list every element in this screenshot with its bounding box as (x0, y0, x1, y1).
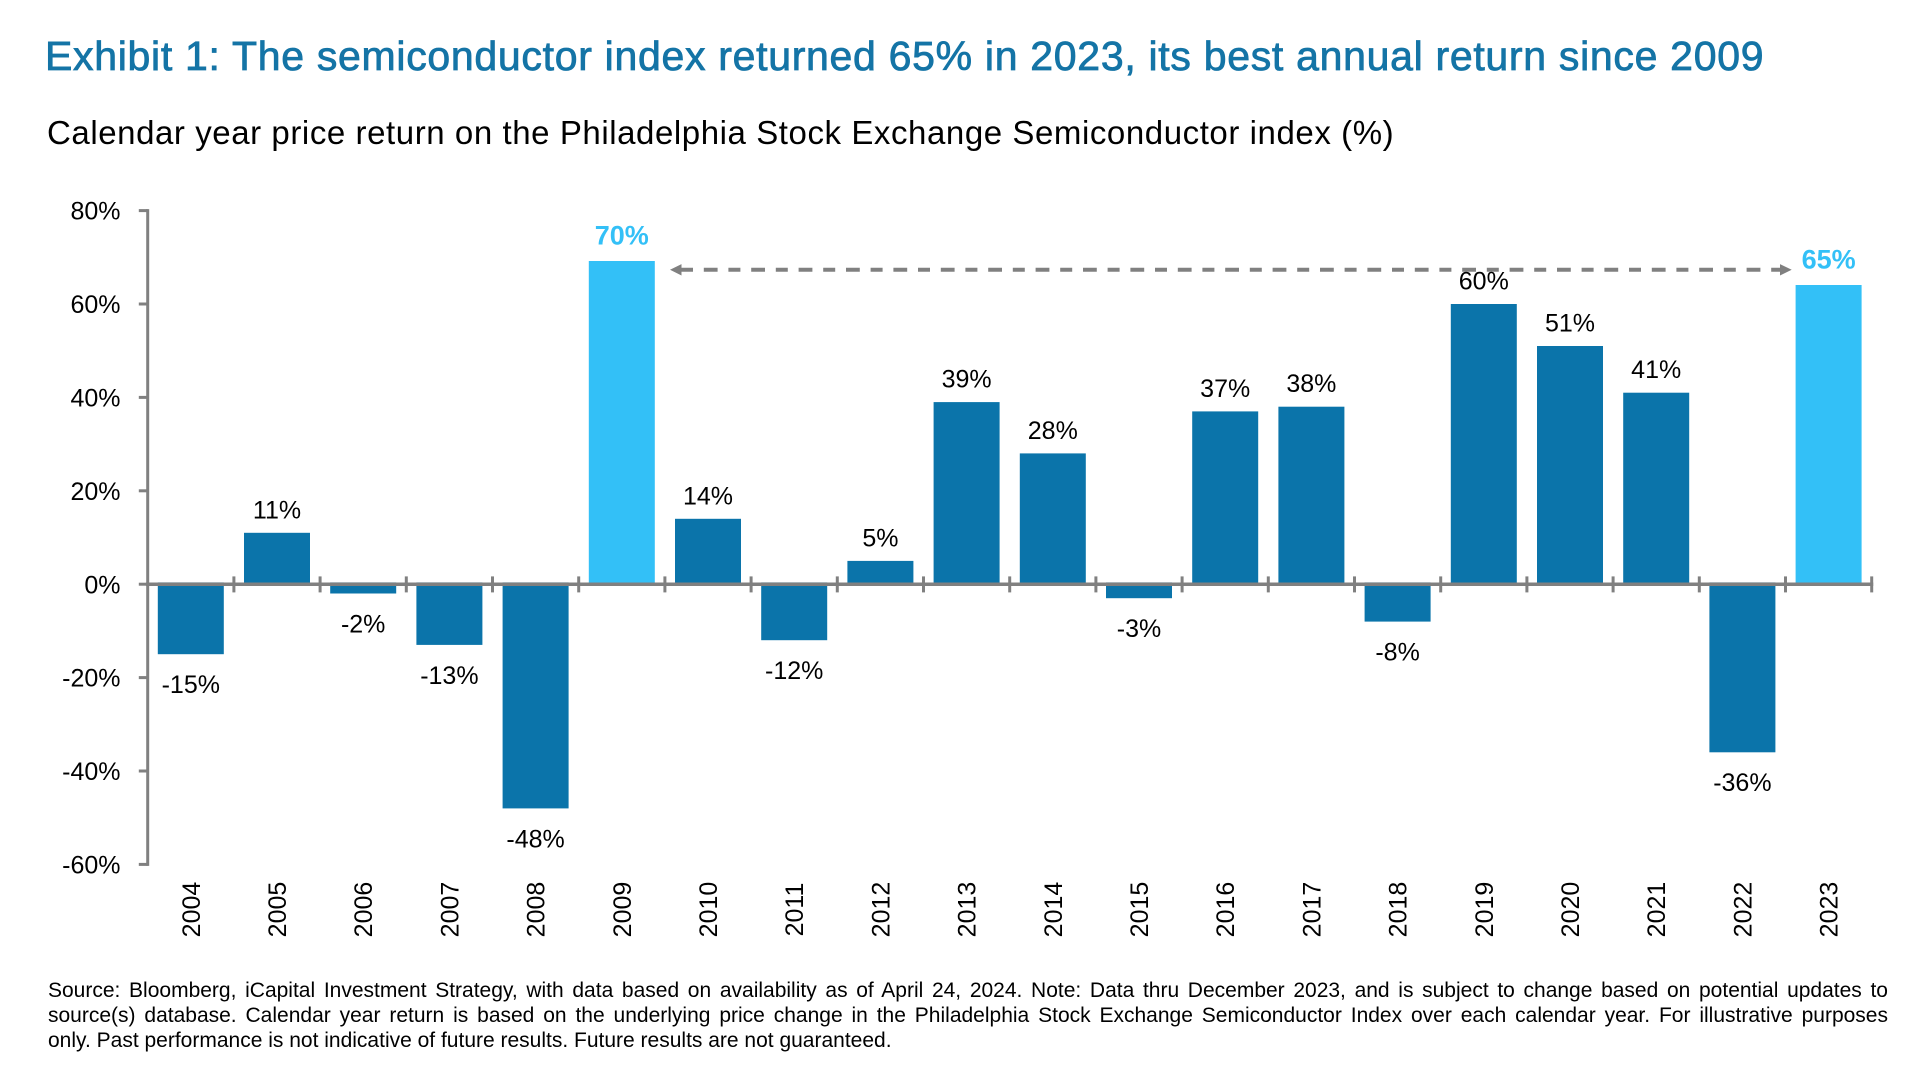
svg-text:2015: 2015 (1126, 882, 1154, 938)
svg-text:-60%: -60% (62, 852, 120, 880)
svg-text:39%: 39% (942, 366, 992, 394)
svg-text:-20%: -20% (62, 665, 120, 693)
svg-text:Exhibit 1: The semiconductor i: Exhibit 1: The semiconductor index retur… (45, 33, 1764, 79)
svg-text:2007: 2007 (436, 882, 464, 938)
svg-text:2011: 2011 (781, 883, 809, 937)
svg-text:2020: 2020 (1557, 882, 1585, 938)
svg-text:-12%: -12% (765, 657, 823, 685)
svg-text:Calendar year price return on: Calendar year price return on the Philad… (47, 114, 1394, 151)
svg-text:80%: 80% (70, 198, 120, 226)
svg-text:-36%: -36% (1713, 769, 1771, 797)
svg-text:70%: 70% (595, 221, 649, 251)
svg-text:2013: 2013 (954, 882, 982, 938)
svg-text:2010: 2010 (695, 882, 723, 938)
svg-text:65%: 65% (1802, 245, 1856, 275)
svg-text:2022: 2022 (1729, 882, 1757, 938)
svg-text:37%: 37% (1200, 375, 1250, 403)
svg-text:38%: 38% (1286, 370, 1336, 398)
svg-text:-48%: -48% (506, 825, 564, 853)
svg-text:11%: 11% (253, 496, 301, 524)
svg-text:20%: 20% (70, 478, 120, 506)
svg-text:2021: 2021 (1643, 882, 1671, 938)
svg-text:51%: 51% (1545, 310, 1595, 338)
svg-text:0%: 0% (84, 571, 120, 599)
svg-text:-8%: -8% (1375, 639, 1419, 667)
svg-text:-3%: -3% (1117, 615, 1161, 643)
svg-text:60%: 60% (1459, 268, 1509, 296)
svg-text:28%: 28% (1028, 417, 1078, 445)
svg-text:2006: 2006 (350, 882, 378, 938)
svg-text:2009: 2009 (609, 882, 637, 938)
svg-text:2005: 2005 (264, 882, 292, 938)
svg-text:40%: 40% (70, 385, 120, 413)
svg-text:2008: 2008 (523, 882, 551, 938)
svg-text:2017: 2017 (1298, 882, 1326, 938)
svg-text:-2%: -2% (341, 610, 385, 638)
svg-text:2019: 2019 (1471, 882, 1499, 938)
svg-text:-40%: -40% (62, 758, 120, 786)
svg-text:2016: 2016 (1212, 882, 1240, 938)
svg-text:2023: 2023 (1816, 882, 1844, 938)
svg-text:5%: 5% (862, 524, 898, 552)
svg-text:41%: 41% (1631, 356, 1681, 384)
svg-text:2012: 2012 (867, 882, 895, 938)
svg-text:2004: 2004 (178, 882, 206, 938)
svg-text:2018: 2018 (1385, 882, 1413, 938)
svg-text:-13%: -13% (420, 662, 478, 690)
svg-text:-15%: -15% (162, 671, 220, 699)
svg-text:60%: 60% (70, 291, 120, 319)
svg-text:2014: 2014 (1040, 882, 1068, 938)
svg-text:14%: 14% (683, 482, 733, 510)
